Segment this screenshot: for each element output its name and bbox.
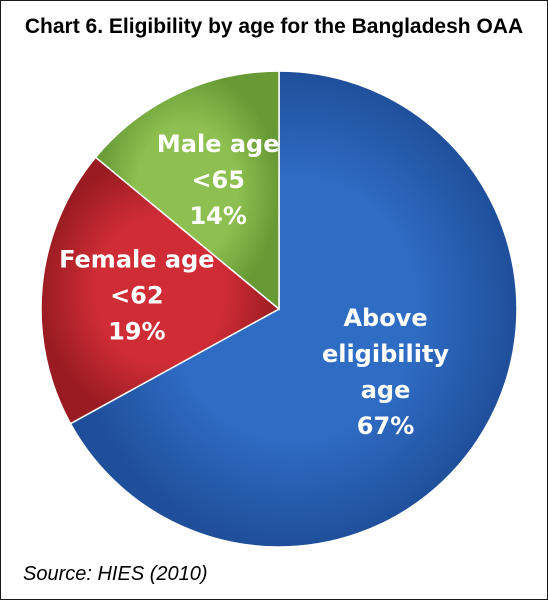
chart-source: Source: HIES (2010) <box>23 563 208 585</box>
chart-title: Chart 6. Eligibility by age for the Bang… <box>24 15 524 38</box>
pie-slice-0 <box>69 70 518 548</box>
slice-label-0: Above eligibility age 67% <box>322 304 449 440</box>
slice-label-2: Male age <65 14% <box>157 130 280 230</box>
slice-label-1: Female age <62 19% <box>59 246 214 346</box>
pie-slice-2 <box>94 70 280 311</box>
pie-slice-1 <box>40 156 281 425</box>
